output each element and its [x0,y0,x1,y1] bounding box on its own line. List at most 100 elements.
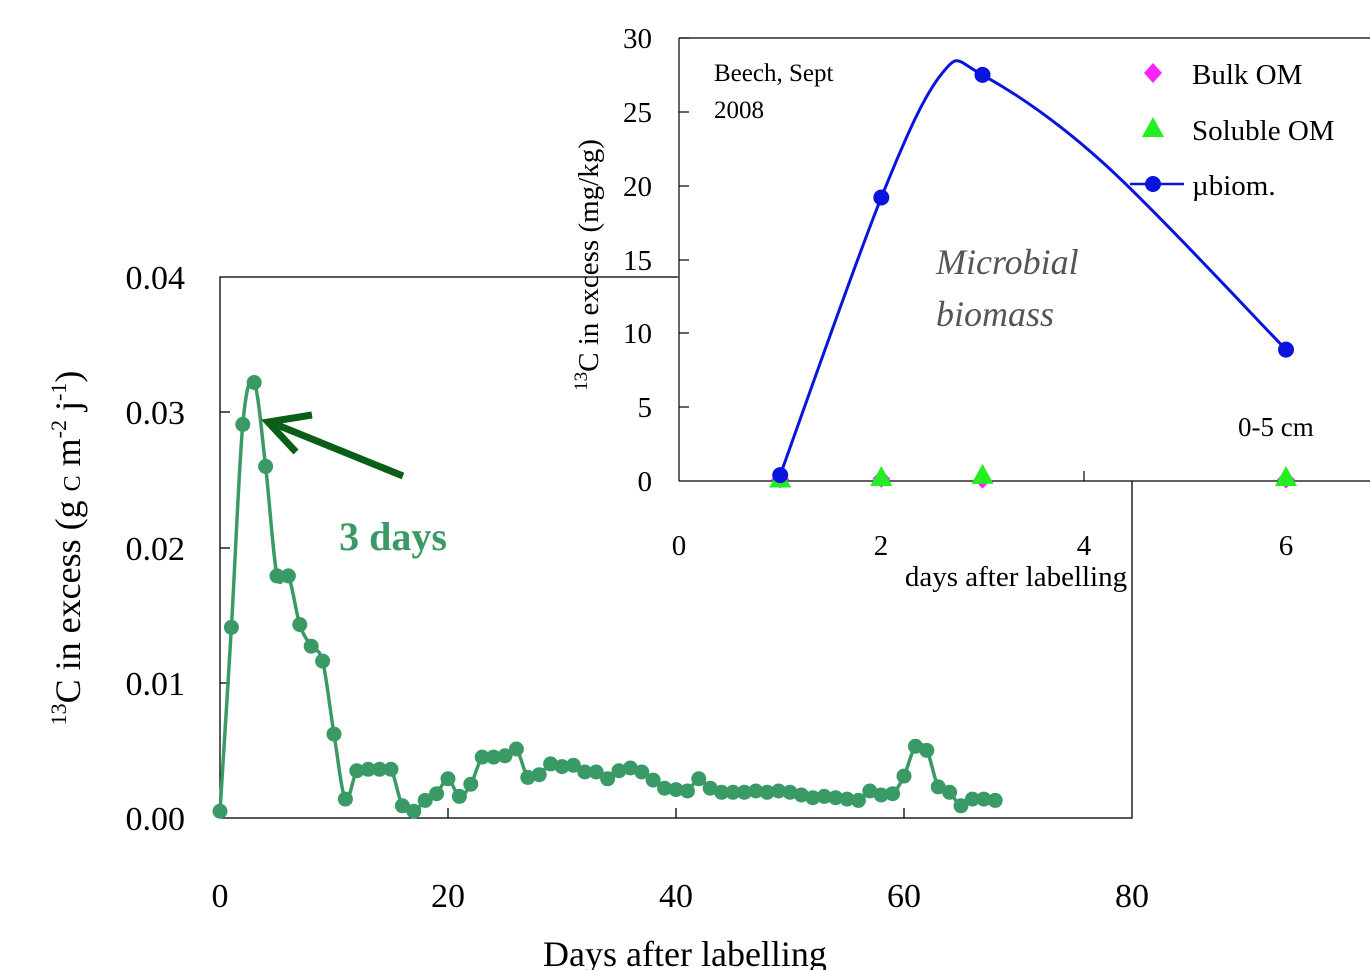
main-data-point [360,761,376,777]
inset-site-line1: Beech, Sept [714,60,833,87]
main-series [212,375,1003,819]
main-data-point [326,726,342,742]
peak-arrow [260,411,405,480]
inset-series [769,59,1297,489]
main-xtick-label: 0 [212,878,229,915]
main-data-point [942,784,958,800]
inset-xtick-label: 2 [874,530,889,562]
biomass-point [873,189,890,206]
main-data-point [417,792,433,808]
main-data-point [258,458,274,474]
y-title-exp1: -2 [46,420,71,438]
legend-bulk-om-marker [1144,63,1162,83]
main-data-point [292,617,308,633]
main-ytick-label: 0.01 [126,666,186,703]
legend-soluble-om-marker [1142,117,1164,137]
legend-biomass-marker [1145,176,1161,192]
main-data-point [451,788,467,804]
main-data-point [964,791,980,807]
peak-annotation-label: 3 days [339,514,447,559]
main-data-point [771,783,787,799]
main-data-point [349,763,365,779]
main-xtick-label: 20 [431,878,465,915]
y-title-j: j [48,401,88,420]
main-data-point [588,764,604,780]
main-data-point [759,784,775,800]
y-title-sup: 13 [46,703,71,725]
peak-arrow-head [260,411,313,455]
main-data-point [873,787,889,803]
main-data-point [554,759,570,775]
main-data-point [280,568,296,584]
inset-ytick-label: 10 [623,318,652,350]
main-data-point [577,764,593,780]
inset-ytick-label: 5 [638,392,653,424]
main-chart: 0.00 0.01 0.02 0.03 0.04 0 20 40 60 80 D… [46,260,1149,970]
main-data-point [782,784,798,800]
main-data-point [885,786,901,802]
main-data-point [805,790,821,806]
main-xtick-label: 60 [887,878,921,915]
main-ytick-label: 0.02 [126,531,186,568]
main-xtick-label: 80 [1115,878,1149,915]
inset-y-axis-title: 13C in excess (mg/kg) [571,139,605,391]
main-data-point [383,761,399,777]
main-data-point [463,776,479,792]
main-y-axis-title: 13C in excess (g C m-2 j-1) [46,371,88,726]
main-data-point [429,786,445,802]
main-data-point [394,798,410,814]
inset-ytick-label: 0 [638,466,653,498]
inset-biomass-line1: Microbial [935,242,1079,282]
inset-xtick-label: 6 [1279,530,1294,562]
main-data-point [862,783,878,799]
main-data-point [839,791,855,807]
inset-chart: 0 5 10 15 20 25 30 0 2 4 6 days after la… [571,23,1370,593]
main-data-point [497,748,513,764]
main-data-point [212,803,228,819]
inset-site-annotation: Beech, Sept 2008 [714,60,840,124]
main-data-point [315,653,331,669]
main-data-point [269,568,285,584]
main-data-point [828,790,844,806]
main-data-point [691,771,707,787]
main-data-point [508,741,524,757]
main-ytick-label: 0.00 [126,801,186,838]
main-x-axis-title: Days after labelling [543,934,827,970]
y-title-text: C in excess (g [48,491,88,703]
inset-y-title-text: C in excess (mg/kg) [573,139,605,372]
soluble-om-point [971,463,994,484]
main-data-point [440,771,456,787]
inset-biomass-annotation: Microbial biomass [935,242,1088,334]
main-data-point [474,749,490,765]
main-data-point [611,763,627,779]
main-ytick-label: 0.03 [126,395,186,432]
main-xtick-label: 40 [659,878,693,915]
inset-depth-annotation: 0-5 cm [1238,412,1314,442]
inset-y-title-sup: 13 [571,372,592,391]
main-data-point [303,638,319,654]
legend-soluble-om-label: Soluble OM [1192,115,1335,147]
main-data-point [235,416,251,432]
main-data-point [622,760,638,776]
main-data-point [337,791,353,807]
inset-ytick-label: 25 [623,97,652,129]
main-data-point [246,375,262,390]
inset-site-line2: 2008 [714,97,764,124]
inset-x-axis-title: days after labelling [905,561,1127,593]
main-data-point [714,784,730,800]
main-data-point [930,779,946,795]
inset-ytick-label: 15 [623,245,652,277]
main-data-point [565,757,581,773]
main-data-point [531,767,547,783]
inset-ytick-label: 20 [623,171,652,203]
y-title-c: C [60,475,86,491]
main-data-point [372,761,388,777]
inset-legend: Bulk OM Soluble OM µbiom. [1130,59,1335,202]
main-data-point [976,791,992,807]
main-data-point [736,784,752,800]
main-data-point [850,792,866,808]
main-data-point [645,772,661,788]
inset-plot-bg [678,38,1370,481]
main-data-point [543,756,559,772]
